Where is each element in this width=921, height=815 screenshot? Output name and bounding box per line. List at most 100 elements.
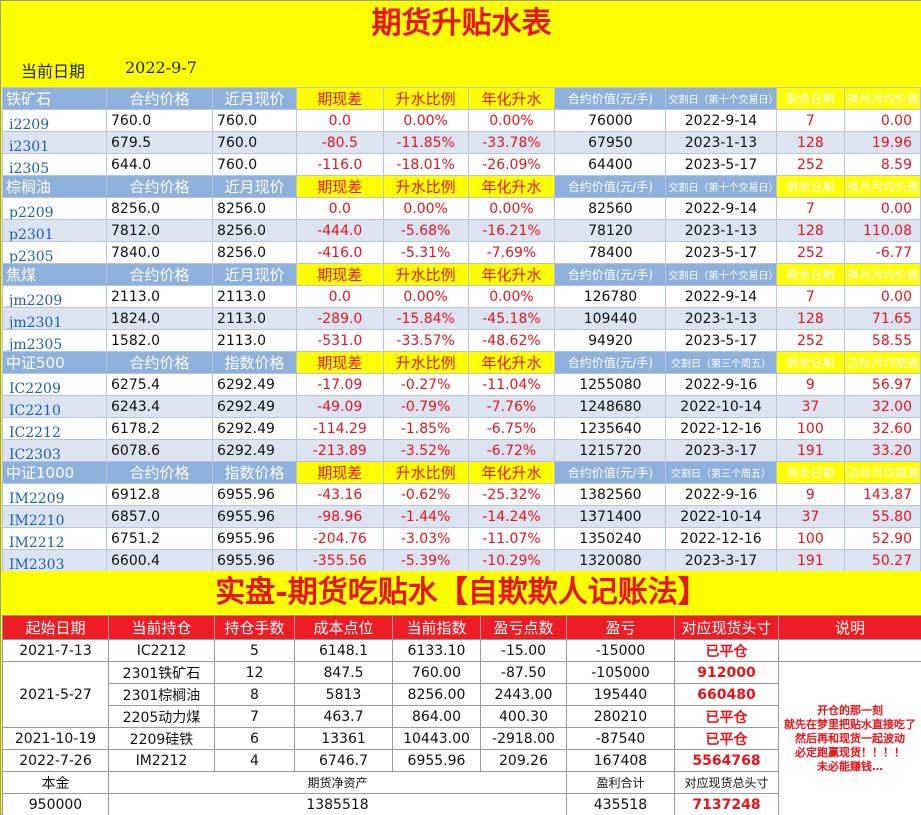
column-header: 边际月均期差 [844, 351, 921, 374]
table-cell: 2022-9-14 [665, 285, 777, 308]
table-cell: -0.27% [382, 373, 469, 396]
column-header: 期现差 [295, 87, 384, 110]
table-cell: 2022-12-16 [665, 417, 777, 440]
table-cell: 33.20 [844, 439, 921, 462]
ledger-cell-pts: -15.00 [480, 639, 567, 662]
date-value: 2022-9-7 [125, 58, 197, 77]
contract-code-text: IC2212 [9, 424, 61, 440]
table-cell: -6.72% [467, 439, 556, 462]
table-cell: -7.76% [467, 395, 556, 418]
table-cell: -80.5 [295, 131, 384, 154]
table-cell: 6600.4 [106, 549, 214, 572]
table-cell: 6292.49 [212, 373, 297, 396]
table-cell: 2022-10-14 [665, 395, 777, 418]
table-cell: -25.32% [467, 483, 556, 506]
table-cell: 1320080 [554, 549, 667, 572]
section-header-row: 中证500 合约价格 指数价格 期现差 升水比例 年化升水 合约价值(元/手) 交割日（第三个… [1, 351, 921, 374]
contract-code: IC2209 [1, 373, 108, 396]
table-cell: 7812.0 [106, 219, 214, 242]
section-name: 铁矿石 [1, 87, 108, 110]
column-header: 换月月均价差 [844, 87, 921, 110]
table-cell: -5.31% [382, 241, 469, 264]
table-cell: 82560 [554, 197, 667, 220]
ledger-cell-cost: 13361 [294, 727, 393, 750]
table-cell: -289.0 [295, 307, 384, 330]
table-cell: 6292.49 [212, 417, 297, 440]
table-cell: 2113.0 [212, 329, 297, 352]
table-row: IC2303 6078.6 6292.49 -213.89 -3.52% -6.72% 12… [1, 439, 921, 462]
ledger-cell-pos: IM2212 [108, 749, 215, 772]
table-cell: 2023-3-17 [665, 549, 777, 572]
table-cell: 2022-9-16 [665, 373, 777, 396]
table-cell: 0.0 [295, 285, 384, 308]
column-header: 年化升水 [467, 461, 556, 484]
column-header: 交割日（第十个交易日） [665, 87, 777, 110]
table-row: IM2303 6600.4 6955.96 -355.56 -5.39% -10.29% 1… [1, 549, 921, 572]
table-cell: 2022-9-16 [665, 483, 777, 506]
ledger-cell-pnl: 280210 [566, 705, 675, 728]
spot-total-value: 7137248 [674, 793, 779, 815]
table-cell: 0.00% [467, 109, 556, 132]
section-name: 焦煤 [1, 263, 108, 286]
column-header: 年化升水 [467, 87, 556, 110]
column-header: 剩余日期 [775, 351, 846, 374]
ledger-header-row: 起始日期 当前持仓 持仓手数 成本点位 当前指数 盈亏点数 盈亏 对应现货头寸 说明 [2, 615, 921, 640]
contract-code: IM2210 [1, 505, 108, 528]
table-cell: 679.5 [106, 131, 214, 154]
table-cell: -204.76 [295, 527, 384, 550]
net-assets-value: 1385518 [108, 793, 567, 815]
ledger-cell-pnl: 167408 [566, 749, 675, 772]
table-cell: 126780 [554, 285, 667, 308]
table-cell: -17.09 [295, 373, 384, 396]
contract-code-text: IC2303 [9, 446, 61, 462]
table-cell: 1582.0 [106, 329, 214, 352]
table-cell: 76000 [554, 109, 667, 132]
contract-code-text: IM2212 [9, 534, 65, 550]
table-cell: 6955.96 [212, 527, 297, 550]
table-cell: 94920 [554, 329, 667, 352]
table-cell: 2022-10-14 [665, 505, 777, 528]
table-cell: -49.09 [295, 395, 384, 418]
table-cell: 6178.2 [106, 417, 214, 440]
table-cell: -531.0 [295, 329, 384, 352]
contract-code: p2305 [1, 241, 108, 264]
table-cell: -11.85% [382, 131, 469, 154]
spot-total-label: 对应现货总头寸 [674, 771, 779, 794]
contract-code: IC2303 [1, 439, 108, 462]
column-header: 升水比例 [382, 87, 469, 110]
table-cell: 0.00% [467, 285, 556, 308]
table-cell: -6.75% [467, 417, 556, 440]
ledger-cell-cost: 6746.7 [294, 749, 393, 772]
table-cell: -14.24% [467, 505, 556, 528]
contract-code-text: IM2210 [9, 512, 65, 528]
ledger-cell-spot: 912000 [674, 661, 779, 684]
ledger-row: 2021-7-13 IC2212 5 6148.1 6133.10 -15.00 -1500… [2, 639, 921, 662]
table-cell: 6292.49 [212, 395, 297, 418]
date-label: 当前日期 [21, 62, 86, 81]
contract-code: IM2303 [1, 549, 108, 572]
table-cell: 7 [775, 197, 846, 220]
table-cell: -3.52% [382, 439, 469, 462]
contract-code: IC2212 [1, 417, 108, 440]
column-header: 合约价值(元/手) [554, 87, 667, 110]
contract-code-text: p2301 [9, 226, 54, 242]
section-name: 中证1000 [1, 461, 108, 484]
ledger-cell-idx: 864.00 [392, 705, 481, 728]
column-header: 剩余日期 [775, 461, 846, 484]
ledger-cell-pts: 2443.00 [480, 683, 567, 706]
ledger-banner: 实盘-期货吃贴水【自欺欺人记账法】 [1, 571, 921, 615]
table-cell: 2023-5-17 [665, 153, 777, 176]
table-cell: 760.0 [106, 109, 214, 132]
table-cell: 8.59 [844, 153, 921, 176]
column-header: 升水比例 [382, 263, 469, 286]
ledger-cell-idx: 8256.00 [392, 683, 481, 706]
table-cell: 128 [775, 131, 846, 154]
ledger-cell-pts: 400.30 [480, 705, 567, 728]
table-cell: 1824.0 [106, 307, 214, 330]
page-title: 期货升贴水表 [1, 1, 921, 49]
table-cell: 78400 [554, 241, 667, 264]
ledger-column-header: 当前持仓 [108, 615, 215, 640]
table-cell: 9 [775, 373, 846, 396]
ledger-cell-lots: 6 [214, 727, 295, 750]
table-row: jm2209 2113.0 2113.0 0.0 0.00% 0.00% 126780 202… [1, 285, 921, 308]
